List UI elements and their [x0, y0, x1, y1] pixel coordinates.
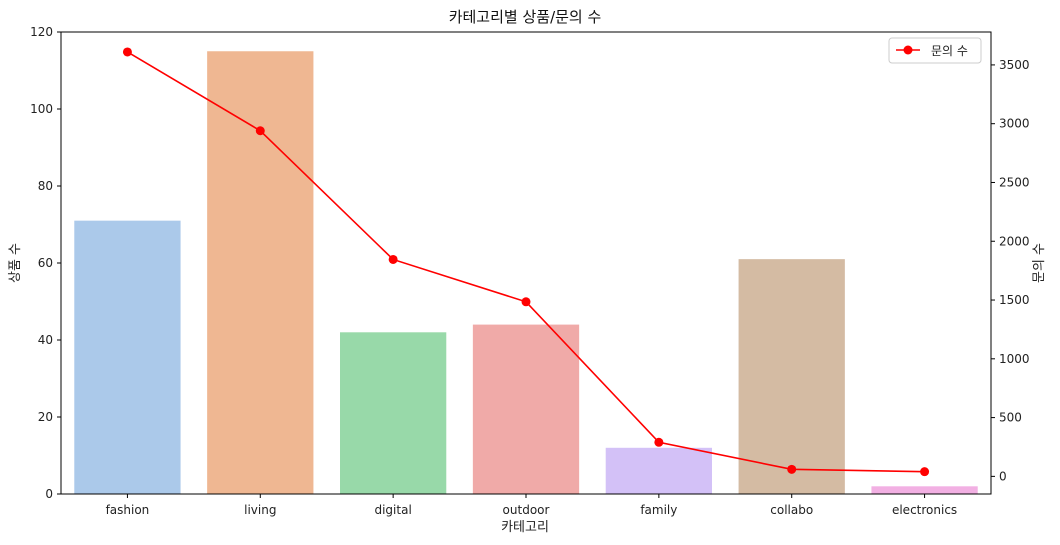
y2-tick-label: 1500	[999, 293, 1030, 307]
point-living	[255, 126, 265, 136]
y-tick-label: 60	[38, 256, 53, 270]
legend-label: 문의 수	[931, 44, 968, 58]
x-tick-label: family	[640, 503, 677, 517]
y-tick-label: 20	[38, 410, 53, 424]
line-layer	[122, 47, 930, 477]
bar-family	[605, 447, 712, 494]
legend-marker-swatch	[903, 45, 913, 55]
y2-axis-label: 문의 수	[1032, 243, 1047, 283]
bar-fashion	[74, 220, 181, 494]
x-tick-label: collabo	[770, 503, 813, 517]
x-axis-label: 카테고리	[501, 520, 549, 535]
x-axis: fashion living digital outdoor family collabo…	[106, 494, 957, 517]
x-tick-label: digital	[374, 503, 411, 517]
x-tick-label: electronics	[892, 503, 957, 517]
bar-outdoor	[472, 324, 580, 494]
y2-tick-label: 500	[999, 411, 1022, 425]
x-tick-label: outdoor	[503, 503, 550, 517]
point-digital	[388, 254, 398, 264]
bar-electronics	[871, 486, 978, 494]
bar-collabo	[738, 259, 845, 494]
chart-title: 카테고리별 상품/문의 수	[449, 8, 602, 26]
y-tick-label: 0	[45, 487, 53, 501]
left-axis: 0 20 40 60 80 100 120	[30, 25, 61, 501]
y2-tick-label: 2000	[999, 234, 1030, 248]
point-family	[654, 437, 664, 447]
point-fashion	[122, 47, 132, 57]
x-tick-label: living	[244, 503, 276, 517]
point-outdoor	[521, 297, 531, 307]
legend-box	[888, 37, 982, 64]
legend: 문의 수	[888, 37, 982, 64]
y2-tick-label: 2500	[999, 175, 1030, 189]
y-tick-label: 100	[30, 102, 53, 116]
y2-tick-label: 0	[999, 469, 1007, 483]
bars-layer	[74, 51, 978, 494]
right-axis: 0 500 1000 1500 2000 2500 3000 3500	[991, 58, 1030, 483]
y-tick-label: 40	[38, 333, 53, 347]
point-collabo	[787, 464, 797, 474]
y2-tick-label: 1000	[999, 352, 1030, 366]
point-electronics	[920, 467, 930, 477]
y-tick-label: 80	[38, 179, 53, 193]
y-tick-label: 120	[30, 25, 53, 39]
y-axis-label: 상품 수	[8, 243, 23, 283]
bar-living	[207, 51, 314, 494]
bar-digital	[340, 332, 447, 494]
y2-tick-label: 3000	[999, 117, 1030, 131]
y2-tick-label: 3500	[999, 58, 1030, 72]
x-tick-label: fashion	[106, 503, 150, 517]
